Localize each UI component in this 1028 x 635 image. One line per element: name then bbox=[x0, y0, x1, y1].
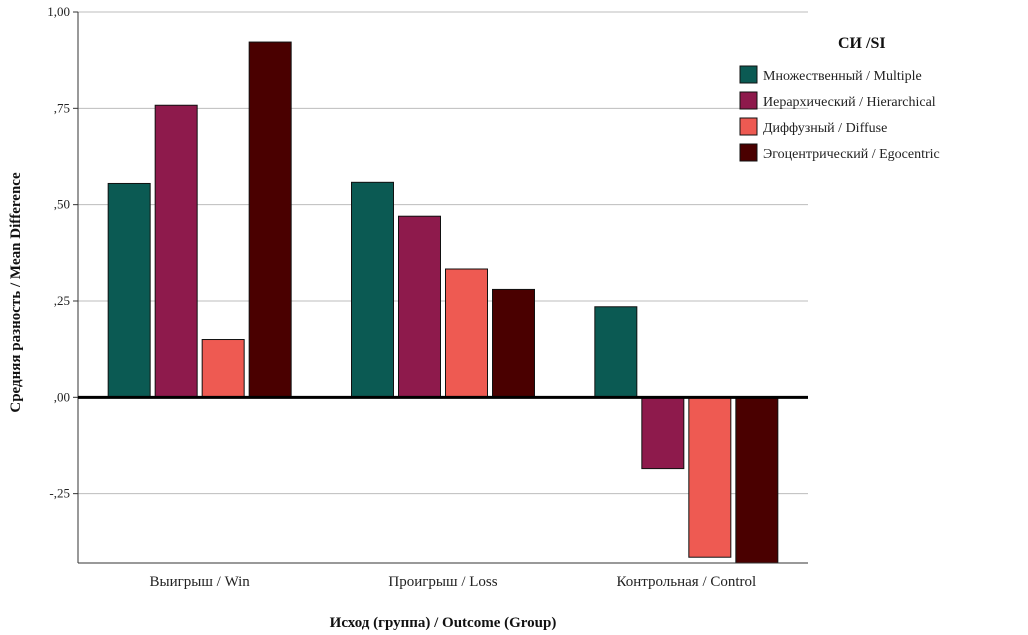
bar-0-0 bbox=[107, 182, 151, 398]
legend: СИ /SI Множественный / Multiple Иерархиче… bbox=[739, 35, 940, 162]
bar-0-2 bbox=[201, 339, 245, 398]
x-category-label: Проигрыш / Loss bbox=[388, 574, 497, 590]
y-tick-label: ,75 bbox=[54, 100, 70, 115]
bar-2-2 bbox=[688, 396, 732, 558]
x-category-label: Контрольная / Control bbox=[616, 574, 756, 590]
y-tick-labels: 1,00 ,75 ,50 ,25 ,00 -,25 bbox=[47, 4, 70, 501]
bar-1-1 bbox=[398, 215, 441, 398]
x-category-labels: Выигрыш / Win Проигрыш / Loss Контрольная … bbox=[150, 574, 757, 590]
y-tick-label: ,25 bbox=[54, 293, 70, 308]
bar-0-1 bbox=[154, 104, 198, 398]
y-tick-label: ,00 bbox=[54, 389, 70, 404]
bar-2-1 bbox=[641, 396, 685, 470]
x-axis-title: Исход (группа) / Outcome (Group) bbox=[330, 615, 557, 631]
bar-0-3 bbox=[248, 41, 292, 398]
legend-entry: Эгоцентрический / Egocentric bbox=[763, 147, 940, 162]
y-tick-label: 1,00 bbox=[47, 4, 70, 19]
bar-2-0 bbox=[594, 306, 638, 398]
bars bbox=[107, 41, 779, 564]
gridlines bbox=[73, 11, 808, 495]
bar-1-2 bbox=[445, 268, 488, 398]
x-category-label: Выигрыш / Win bbox=[150, 574, 251, 590]
legend-swatch bbox=[739, 65, 758, 84]
axes bbox=[77, 12, 808, 564]
y-tick-label: -,25 bbox=[49, 486, 70, 501]
legend-swatch bbox=[739, 143, 758, 162]
legend-title: СИ /SI bbox=[838, 35, 886, 52]
legend-entry: Множественный / Multiple bbox=[763, 69, 922, 84]
y-axis-title: Средняя разность / Mean Difference bbox=[8, 172, 24, 413]
legend-swatch bbox=[739, 91, 758, 110]
legend-entry: Диффузный / Diffuse bbox=[763, 121, 887, 136]
bar-1-3 bbox=[492, 288, 535, 398]
bar-1-0 bbox=[351, 181, 394, 398]
legend-swatch bbox=[739, 117, 758, 136]
bar-2-3 bbox=[735, 396, 779, 564]
legend-entry: Иерархический / Hierarchical bbox=[763, 95, 936, 110]
y-tick-label: ,50 bbox=[54, 197, 70, 212]
